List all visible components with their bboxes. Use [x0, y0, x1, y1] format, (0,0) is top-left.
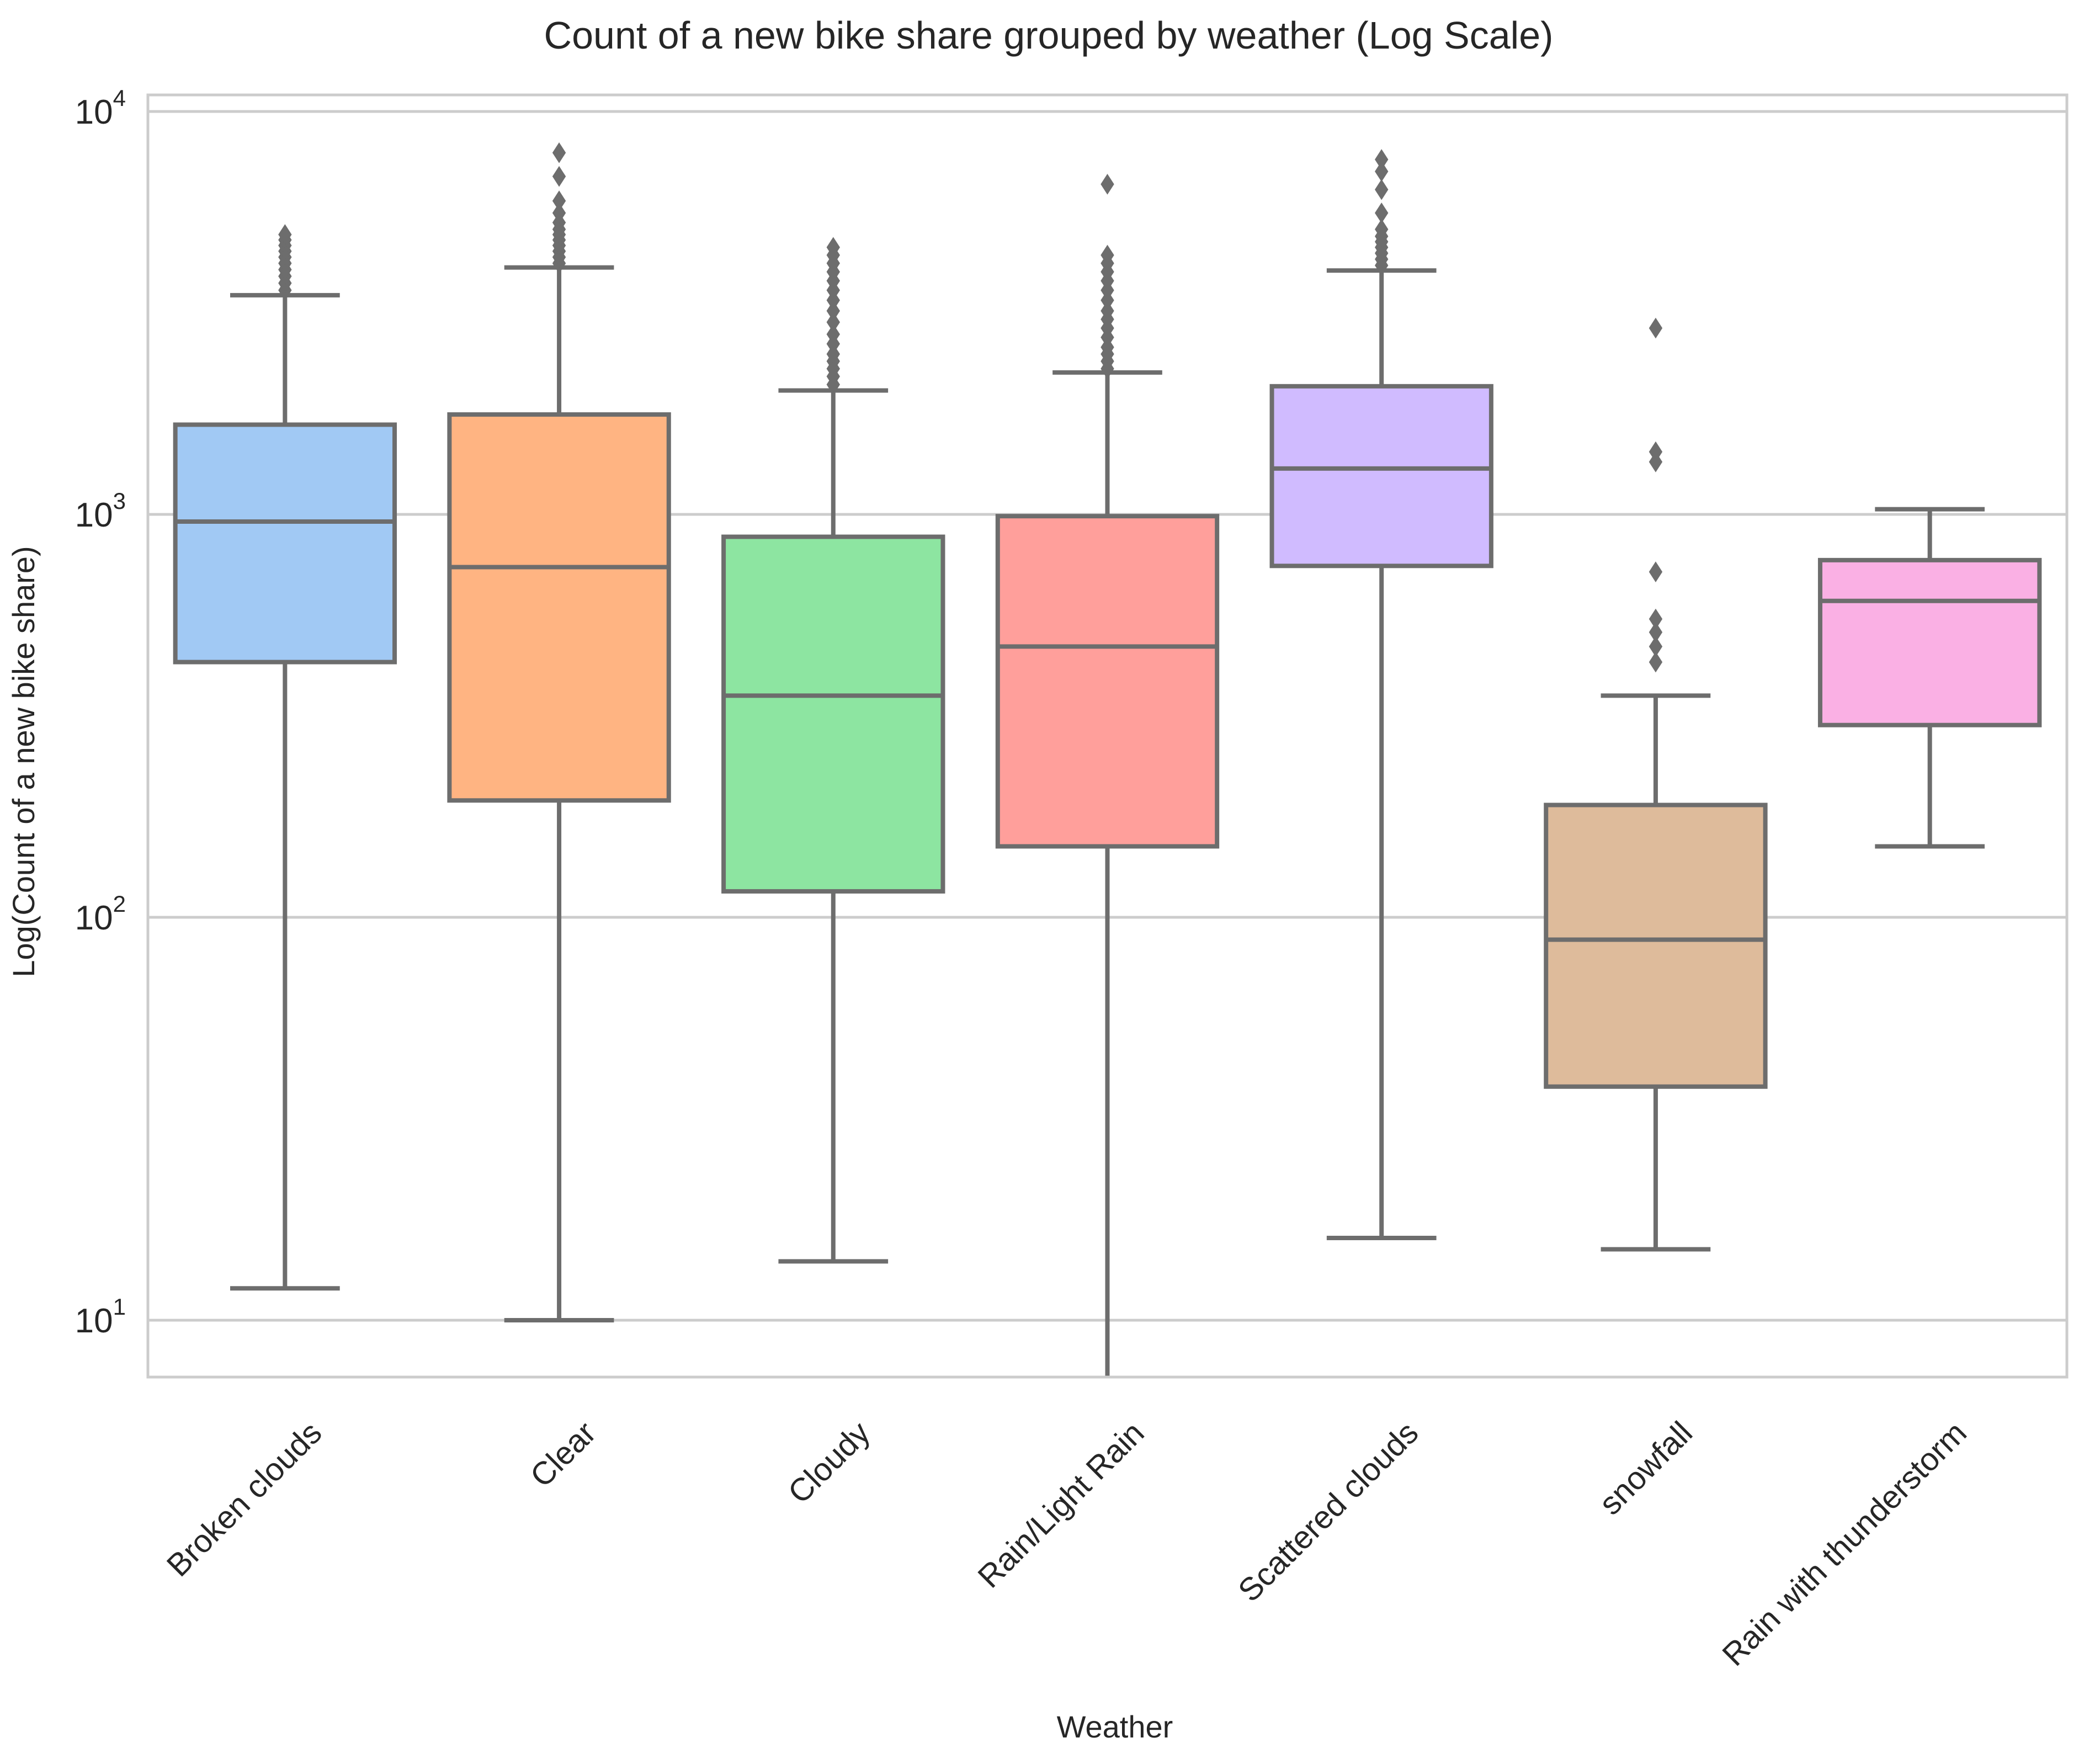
y-tick-base: 10: [75, 1302, 113, 1340]
outlier-point: [1375, 202, 1389, 224]
outlier-point: [1375, 161, 1389, 182]
outlier-point: [1100, 245, 1114, 266]
plot-frame: [146, 93, 2069, 1379]
outlier-point: [1375, 149, 1389, 170]
iqr-box: [447, 412, 671, 803]
y-tick-label: 104: [75, 85, 126, 131]
outlier-point: [1375, 219, 1389, 240]
outlier-point: [1375, 179, 1389, 200]
box-group: [1544, 317, 1768, 1252]
outlier-point: [1649, 621, 1663, 643]
outlier-point: [552, 190, 566, 211]
outlier-point: [1100, 300, 1114, 322]
y-tick-label: 102: [75, 891, 126, 937]
outlier-point: [1649, 561, 1663, 582]
box-group: [173, 224, 397, 1291]
y-tick-base: 10: [75, 899, 113, 937]
box-group: [995, 173, 1220, 1377]
chart-title: Count of a new bike share grouped by wea…: [544, 14, 1554, 57]
y-tick-exponent: 3: [113, 488, 126, 514]
iqr-box: [1269, 384, 1493, 568]
y-tick-exponent: 4: [113, 85, 126, 111]
boxes-layer: [173, 142, 2042, 1377]
iqr-box: [1544, 803, 1768, 1089]
y-axis-label: Log(Count of a new bike share): [6, 546, 41, 977]
outlier-point: [552, 142, 566, 163]
box-group: [721, 237, 945, 1264]
iqr-box: [173, 422, 397, 665]
y-tick-exponent: 1: [113, 1294, 126, 1320]
outlier-point: [826, 237, 840, 258]
outlier-point: [826, 323, 840, 345]
box-group: [1817, 507, 2042, 849]
outlier-point: [1649, 636, 1663, 657]
outlier-point: [1100, 173, 1114, 195]
y-tick-base: 10: [75, 496, 113, 534]
outlier-point: [1649, 317, 1663, 339]
outlier-point: [552, 166, 566, 187]
iqr-box: [995, 514, 1220, 849]
iqr-box: [1817, 557, 2042, 727]
y-tick-base: 10: [75, 93, 113, 131]
y-tick-label: 103: [75, 488, 126, 534]
outlier-point: [552, 202, 566, 224]
outlier-point: [826, 300, 840, 322]
outlier-point: [278, 224, 292, 245]
outlier-point: [826, 311, 840, 333]
box-group: [447, 142, 671, 1322]
x-axis-label: Weather: [1057, 1709, 1173, 1744]
box-group: [1269, 149, 1493, 1240]
y-tick-exponent: 2: [113, 891, 126, 917]
outlier-point: [1649, 608, 1663, 630]
iqr-box: [721, 534, 945, 894]
y-tick-label: 101: [75, 1294, 126, 1340]
outlier-point: [1649, 651, 1663, 673]
outlier-point: [1649, 441, 1663, 463]
